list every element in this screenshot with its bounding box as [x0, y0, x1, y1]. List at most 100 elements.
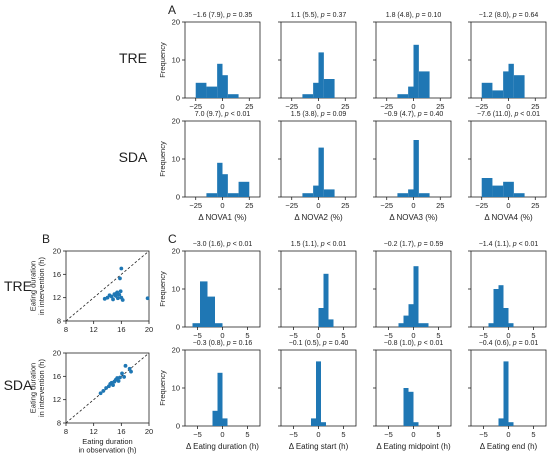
- row-label-b-sda: SDA: [4, 377, 33, 393]
- panel-b-tre-xtick-label-1: 12: [89, 325, 97, 334]
- panel-c-tre-2-bar-1: [323, 273, 329, 327]
- panel-letter-a: A: [168, 3, 176, 17]
- panel-c-sda-1-ytick-label-0: 0: [176, 422, 180, 431]
- panel-a-tre-1-bar-1: [206, 86, 218, 98]
- panel-c-sda-2-bar-1: [316, 361, 321, 426]
- panel-c-tre-1-ytick-label-1: 10: [172, 285, 180, 294]
- panel-a-sda-1-xtick-label-0: −25: [189, 201, 202, 210]
- panel-a-tre-1-bar-3: [222, 75, 228, 98]
- panel-c-sda-4-xtick-label-2: 5: [531, 430, 535, 439]
- row-label-a-tre: TRE: [119, 50, 147, 66]
- panel-c-tre-1-bar-1: [200, 281, 208, 327]
- panel-a-tre-1-bar-4: [227, 94, 239, 98]
- panel-a-tre-1-xtick-label-2: 25: [245, 102, 253, 111]
- panel-c-tre-2-stat: 1.5 (1.1), p < 0.01: [291, 241, 347, 248]
- panel-c-sda-3-xtick-label-0: −5: [384, 430, 393, 439]
- panel-a-tre-4-bar-2: [503, 71, 509, 98]
- panel-c-sda-1-ylabel: Frequency: [158, 370, 167, 406]
- panel-b-sda-ytick-label-0: 8: [57, 419, 61, 428]
- panel-c-tre-3-bar-0: [398, 323, 404, 327]
- panel-a-tre-4-bar-3: [508, 63, 514, 98]
- panel-a-tre-1-ytick-label-0: 0: [176, 94, 180, 103]
- panel-b-tre-xtick-label-2: 16: [117, 325, 125, 334]
- panel-a-sda-4-bar-3: [508, 181, 514, 197]
- panel-a-tre-4-bar-0: [481, 82, 493, 98]
- panel-a-tre-1-xtick-label-1: 0: [220, 102, 224, 111]
- panel-a-tre-3-bar-3: [418, 71, 430, 98]
- panel-a-tre-1-ytick-label-2: 20: [172, 18, 180, 27]
- panel-c-sda-1-bar-1: [217, 372, 223, 426]
- panel-b-sda-point-6: [111, 383, 115, 387]
- panel-letter-b: B: [42, 232, 50, 246]
- panel-c-sda-4-xtick-label-1: 0: [506, 430, 510, 439]
- panel-a-sda-1-bar-3: [227, 193, 239, 197]
- panel-a-tre-2-bar-1: [313, 82, 319, 98]
- panel-c-tre-4-xtick-label-0: −5: [479, 331, 488, 340]
- panel-c-tre-1-xtick-label-1: 0: [220, 331, 224, 340]
- panel-a-tre-2-xtick-label-0: −25: [285, 102, 298, 111]
- panel-a-tre-1-ytick-label-1: 10: [172, 56, 180, 65]
- panel-b-tre-identity-line: [65, 250, 150, 322]
- panel-b-sda-ytick-label-3: 20: [53, 349, 61, 358]
- panel-c-tre-2-xtick-label-0: −5: [289, 331, 298, 340]
- panel-b-sda-point-10: [116, 379, 121, 383]
- panel-a-sda-1-ytick-label-0: 0: [176, 193, 180, 202]
- row-label-b-tre: TRE: [4, 278, 32, 294]
- panel-a-sda-1-stat: 7.0 (9.7), p < 0.01: [195, 111, 251, 118]
- panel-c-sda-2-xtick-label-1: 0: [316, 430, 320, 439]
- panel-a-sda-4-bar-4: [513, 193, 525, 197]
- panel-c-tre-4-bar-2: [498, 285, 504, 327]
- panel-a-sda-3-bar-0: [397, 193, 409, 197]
- panel-b-tre-xtick-label-3: 20: [145, 325, 153, 334]
- panel-c-sda-1-xlabel: Δ Eating duration (h): [186, 442, 259, 451]
- panel-a-sda-2-stat: 1.5 (3.8), p = 0.09: [291, 111, 347, 118]
- panel-c-tre-3-xtick-label-1: 0: [411, 331, 415, 340]
- panel-a-sda-3-xlabel: Δ NOVA3 (%): [389, 213, 438, 222]
- panel-c-sda-4-bar-1: [503, 361, 509, 426]
- panel-a-sda-1-bar-4: [238, 181, 250, 197]
- panel-a-tre-1-bar-0: [195, 82, 207, 98]
- panel-b-sda-xtick-label-2: 16: [117, 427, 125, 436]
- panel-a-tre-3-xtick-label-2: 25: [436, 102, 444, 111]
- panel-a-sda-3-xtick-label-0: −25: [380, 201, 393, 210]
- panel-a-sda-1-bar-1: [217, 162, 223, 197]
- panel-a-tre-4-bar-4: [513, 75, 525, 98]
- panel-a-sda-4-xtick-label-1: 0: [506, 201, 510, 210]
- panel-c-sda-1-xtick-label-0: −5: [193, 430, 202, 439]
- panel-b-sda-xtick-label-0: 8: [64, 427, 68, 436]
- panel-a-sda-1-ytick-label-2: 20: [172, 117, 180, 126]
- panel-c-tre-4-bar-4: [508, 323, 514, 327]
- panel-c-sda-1-ytick-label-2: 20: [172, 346, 180, 355]
- panel-a-sda-2-bar-3: [323, 189, 335, 197]
- panel-c-tre-3-bar-1: [403, 315, 409, 327]
- panel-a-tre-2-xtick-label-1: 0: [316, 102, 320, 111]
- panel-c-sda-3-xtick-label-1: 0: [411, 430, 415, 439]
- panel-b-sda-point-11: [118, 375, 122, 380]
- panel-c-tre-3-bar-2: [408, 304, 414, 327]
- panel-a-tre-1-ylabel: Frequency: [158, 42, 167, 78]
- panel-b-sda-point-1: [101, 389, 106, 393]
- panel-c-tre-4-bar-3: [503, 308, 509, 327]
- panel-c-sda-1-stat: −0.3 (0.8), p = 0.16: [193, 340, 253, 347]
- panel-c-tre-2-xtick-label-1: 0: [316, 331, 320, 340]
- panel-a-sda-1-xtick-label-1: 0: [220, 201, 224, 210]
- panel-a-sda-4-bar-2: [503, 181, 509, 197]
- panel-b-tre-point-15: [120, 298, 125, 302]
- panel-c-sda-1-bar-0: [212, 410, 218, 426]
- panel-b-sda-ylabel: Eating durationin intervention (h): [28, 359, 46, 417]
- panel-b-tre-point-4: [111, 297, 115, 302]
- panel-b-sda-ytick-label-2: 16: [53, 372, 61, 381]
- panel-a-sda-4-xtick-label-0: −25: [475, 201, 488, 210]
- panel-b-tre-point-8: [115, 296, 120, 301]
- panel-b-tre-ylabel: Eating durationin intervention (h): [28, 257, 46, 315]
- panel-b-sda-ytick-label-1: 12: [53, 395, 61, 404]
- panel-a-sda-4-xtick-label-2: 25: [531, 201, 539, 210]
- panel-c-tre-1-xtick-label-2: 5: [245, 331, 249, 340]
- panel-c-tre-3-bar-3: [413, 266, 419, 327]
- panel-a-sda-1-ytick-label-1: 10: [172, 155, 180, 164]
- panel-c-sda-3-stat: −0.8 (1.0), p < 0.01: [384, 340, 444, 347]
- panel-c-sda-2-bar-0: [311, 418, 316, 426]
- panel-b-sda-point-14: [123, 363, 128, 368]
- panel-c-tre-4-bar-1: [493, 289, 499, 327]
